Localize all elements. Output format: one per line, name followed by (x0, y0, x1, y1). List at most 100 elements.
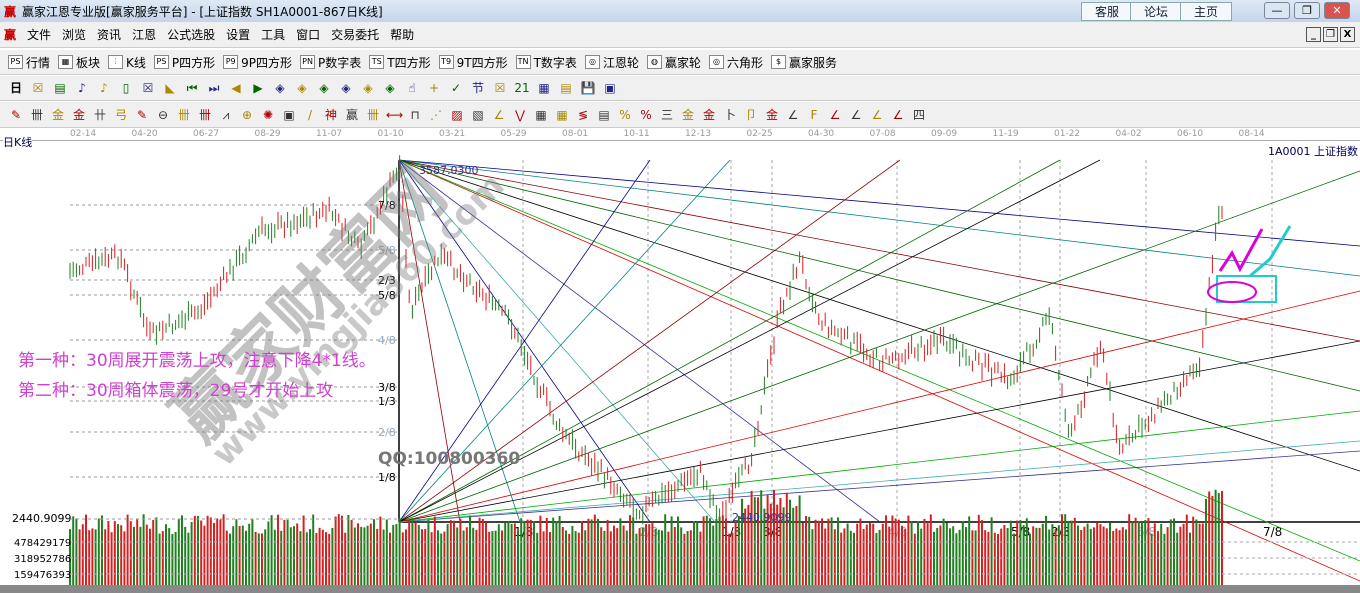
draw-tool-icon[interactable]: % (640, 107, 652, 122)
tool-icon[interactable]: ▶ (253, 81, 263, 95)
forum-link[interactable]: 论坛 (1130, 2, 1182, 21)
draw-tool-icon[interactable]: 卩 (744, 107, 757, 122)
tool-icon[interactable]: ☝ (408, 81, 416, 95)
draw-tool-icon[interactable]: 卄 (93, 107, 106, 122)
toolbar-item[interactable]: PS P四方形 (153, 54, 215, 71)
draw-tool-icon[interactable]: ▨ (451, 107, 463, 122)
draw-tool-icon[interactable]: 神 (324, 107, 337, 122)
draw-tool-icon[interactable]: ∠ (829, 107, 841, 122)
draw-tool-icon[interactable]: ⋰ (430, 107, 442, 122)
tool-icon[interactable]: ◣ (165, 81, 175, 95)
draw-tool-icon[interactable]: 弓 (114, 107, 127, 122)
draw-tool-icon[interactable]: 三 (660, 107, 673, 122)
menu-settings[interactable]: 设置 (226, 28, 251, 42)
mdi-restore[interactable]: ❐ (1323, 27, 1338, 42)
toolbar-item[interactable]: PN P数字表 (300, 54, 361, 71)
minimize-button[interactable]: — (1264, 2, 1290, 19)
kline-chart[interactable]: 7/85/82/35/84/83/81/32/81/81/82/81/33/84… (0, 141, 1360, 586)
draw-tool-icon[interactable]: ▧ (472, 107, 484, 122)
toolbar-item[interactable]: ◎ 六角形 (708, 54, 763, 71)
toolbar-item[interactable]: $ 赢家服务 (770, 54, 837, 71)
draw-tool-icon[interactable]: % (619, 107, 631, 122)
tool-icon[interactable]: ◈ (341, 81, 351, 95)
tool-icon[interactable]: ♪ (100, 81, 108, 95)
tool-icon[interactable]: ☒ (494, 81, 506, 95)
draw-tool-icon[interactable]: / (307, 107, 313, 122)
draw-tool-icon[interactable]: 金 (702, 107, 715, 122)
tool-icon[interactable]: ◈ (275, 81, 285, 95)
tool-icon[interactable]: ◈ (363, 81, 373, 95)
draw-tool-icon[interactable]: ▦ (535, 107, 547, 122)
draw-tool-icon[interactable]: 金 (681, 107, 694, 122)
draw-tool-icon[interactable]: ⟷ (386, 107, 404, 122)
tool-icon[interactable]: ▦ (538, 81, 550, 95)
tool-icon[interactable]: ☒ (142, 81, 154, 95)
toolbar-item[interactable]: P9 9P四方形 (223, 54, 292, 71)
toolbar-item[interactable]: ◎ 江恩轮 (584, 54, 639, 71)
tool-icon[interactable]: 节 (471, 81, 484, 95)
draw-tool-icon[interactable]: ∠ (850, 107, 862, 122)
draw-tool-icon[interactable]: ∠ (892, 107, 904, 122)
mdi-close[interactable]: X (1340, 27, 1355, 42)
draw-tool-icon[interactable]: ▦ (556, 107, 568, 122)
tool-icon[interactable]: 21 (514, 81, 530, 95)
draw-tool-icon[interactable]: 金 (765, 107, 778, 122)
draw-tool-icon[interactable]: ✎ (10, 107, 22, 122)
draw-tool-icon[interactable]: ▤ (598, 107, 610, 122)
tool-icon[interactable]: ▤ (54, 81, 66, 95)
menu-help[interactable]: 帮助 (390, 28, 415, 42)
toolbar-item[interactable]: T9 9T四方形 (438, 54, 508, 71)
tool-icon[interactable]: ♪ (78, 81, 86, 95)
menu-browse[interactable]: 浏览 (62, 28, 87, 42)
tool-icon[interactable]: 💾 (580, 81, 596, 95)
tool-icon[interactable]: ✓ (450, 81, 462, 95)
draw-tool-icon[interactable]: 金 (51, 107, 64, 122)
restore-button[interactable]: ❐ (1294, 2, 1320, 19)
toolbar-item[interactable]: ▦ 板块 (58, 54, 100, 71)
draw-tool-icon[interactable]: 卌 (366, 107, 379, 122)
draw-tool-icon[interactable]: ⊓ (410, 107, 420, 122)
period-select[interactable]: 日 (9, 81, 22, 95)
menu-info[interactable]: 资讯 (97, 28, 122, 42)
menu-window[interactable]: 窗口 (296, 28, 321, 42)
draw-tool-icon[interactable]: ✺ (262, 107, 274, 122)
tool-icon[interactable]: ▯ (122, 81, 130, 95)
toolbar-item[interactable]: TS T四方形 (369, 54, 431, 71)
draw-tool-icon[interactable]: 卌 (177, 107, 190, 122)
draw-tool-icon[interactable]: ⩘ (222, 107, 230, 122)
close-button[interactable]: ✕ (1324, 2, 1350, 19)
draw-tool-icon[interactable]: ⋁ (515, 107, 525, 122)
draw-tool-icon[interactable]: ⊖ (157, 107, 169, 122)
mdi-minimize[interactable]: _ (1306, 27, 1321, 42)
menu-formula[interactable]: 公式选股 (167, 28, 216, 42)
service-link[interactable]: 客服 (1081, 2, 1133, 21)
draw-tool-icon[interactable]: 卌 (30, 107, 43, 122)
draw-tool-icon[interactable]: F (810, 107, 818, 122)
tool-icon[interactable]: ☒ (32, 81, 44, 95)
menu-gann[interactable]: 江恩 (132, 28, 157, 42)
toolbar-item[interactable]: PS 行情 (8, 54, 50, 71)
draw-tool-icon[interactable]: ∠ (493, 107, 505, 122)
menu-file[interactable]: 文件 (27, 28, 52, 42)
draw-tool-icon[interactable]: ⊕ (241, 107, 253, 122)
draw-tool-icon[interactable]: ∠ (787, 107, 799, 122)
toolbar-item[interactable]: TN T数字表 (515, 54, 577, 71)
menu-trade[interactable]: 交易委托 (331, 28, 380, 42)
tool-icon[interactable]: + (428, 81, 440, 95)
tool-icon[interactable]: ◈ (385, 81, 395, 95)
tool-icon[interactable]: ◀ (231, 81, 241, 95)
tool-icon[interactable]: ◈ (297, 81, 307, 95)
toolbar-item[interactable]: ◍ 赢家轮 (646, 54, 701, 71)
draw-tool-icon[interactable]: ≶ (577, 107, 589, 122)
draw-tool-icon[interactable]: ✎ (136, 107, 148, 122)
home-link[interactable]: 主页 (1180, 2, 1232, 21)
tool-icon[interactable]: ◈ (319, 81, 329, 95)
draw-tool-icon[interactable]: 四 (912, 107, 925, 122)
tool-icon[interactable]: ⏮ (186, 81, 198, 95)
draw-tool-icon[interactable]: 卜 (723, 107, 736, 122)
tool-icon[interactable]: ▣ (604, 81, 616, 95)
menu-tools[interactable]: 工具 (261, 28, 286, 42)
draw-tool-icon[interactable]: ∠ (871, 107, 883, 122)
draw-tool-icon[interactable]: 金 (72, 107, 85, 122)
toolbar-item[interactable]: ⫶ K线 (108, 54, 146, 71)
